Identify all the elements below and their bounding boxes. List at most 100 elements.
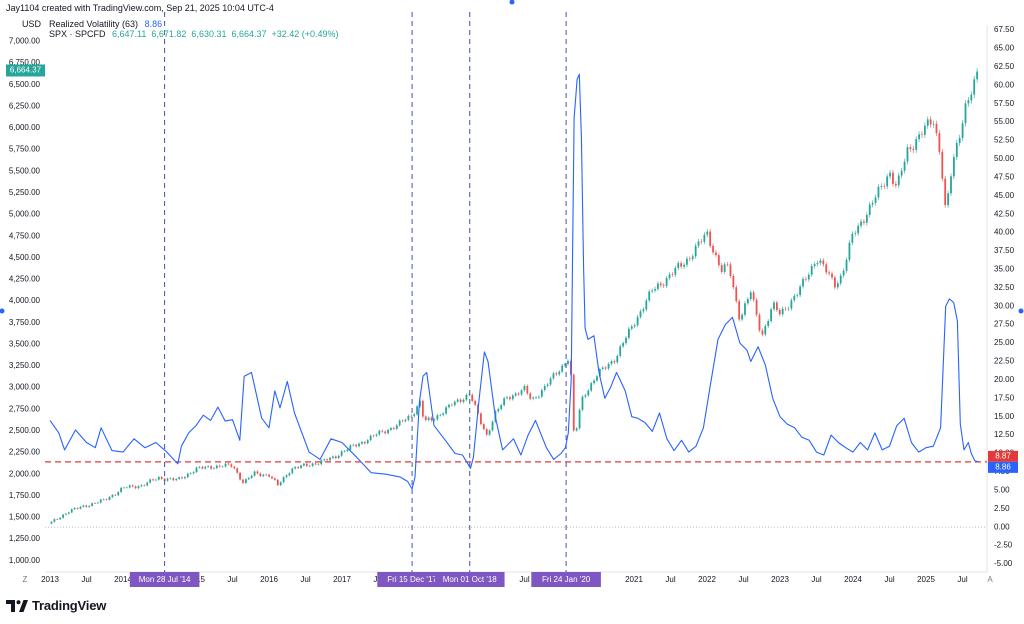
spx-candle (134, 485, 137, 490)
spx-candle (738, 299, 741, 322)
spx-candle (967, 96, 970, 107)
spx-candle (726, 262, 729, 267)
spx-candle (120, 486, 122, 493)
right-axis-tick-label: 30.00 (994, 301, 1015, 310)
spx-candle (610, 359, 613, 366)
spx-candle (587, 389, 590, 397)
spx-candle (546, 382, 549, 388)
spx-candle (279, 481, 282, 487)
spx-candle (729, 262, 732, 279)
spx-candle (630, 324, 633, 331)
spx-candle (929, 116, 932, 128)
spx-candle (332, 455, 334, 459)
right-axis-tick-label: 57.50 (994, 99, 1015, 108)
left-axis-tick-label: 5,250.00 (9, 188, 41, 197)
right-axis-tick-label: 0.00 (994, 522, 1010, 531)
spx-candle (465, 393, 468, 402)
spx-candle (192, 471, 195, 475)
right-axis-tick-label: 27.50 (994, 320, 1015, 329)
time-axis-tick-label: Jul (957, 575, 967, 584)
left-axis-tick-label: 6,750.00 (9, 58, 41, 67)
spx-candle (773, 300, 775, 312)
time-axis-tick-label: Jul (738, 575, 748, 584)
spx-candle (813, 261, 816, 269)
left-axis-tick-label: 3,500.00 (9, 339, 41, 348)
spx-candle (195, 466, 198, 474)
spx-candle (160, 475, 163, 480)
spx-candle (198, 465, 201, 469)
spx-candle (378, 429, 381, 436)
spx-candle (355, 443, 358, 448)
spx-candle (67, 511, 70, 515)
spx-candle (935, 120, 938, 137)
spx-candle (517, 391, 520, 396)
spx-candle (433, 418, 436, 422)
spx-candle (334, 455, 337, 460)
spx-candle (596, 374, 598, 383)
threshold-value-tag (988, 450, 1018, 462)
time-axis-corner-label-left: Z (23, 575, 28, 584)
spx-candle (575, 426, 578, 432)
indicator-legend[interactable]: Realized Volatility (63) 8.86 (49, 19, 162, 29)
spx-candle (880, 183, 883, 190)
top-edge-handle (509, 0, 515, 5)
time-axis-tick-label: 2014 (114, 575, 132, 584)
spx-candle (424, 415, 427, 422)
spx-candle (448, 403, 450, 409)
event-marker-label-bg (434, 572, 505, 587)
threshold-value-text: 8.87 (995, 451, 1011, 460)
symbol-legend[interactable]: SPX · SPCFD 6,647.11 6,671.82 6,630.31 6… (49, 29, 339, 39)
spx-candle (784, 306, 787, 312)
left-axis-tick-label: 1,750.00 (9, 491, 41, 500)
spx-candle (91, 502, 93, 507)
spx-candle (834, 275, 836, 290)
spx-candle (775, 300, 778, 313)
spx-candle (213, 467, 215, 470)
spx-candle (677, 260, 680, 271)
spx-candle (442, 412, 445, 417)
spx-candle (346, 448, 349, 453)
spx-candle (715, 250, 717, 258)
spx-candle (300, 464, 302, 469)
price-last-value-tag (6, 64, 45, 77)
spx-candle (767, 319, 770, 328)
spx-candle (564, 362, 566, 368)
right-axis-tick-label: 25.00 (994, 338, 1015, 347)
spx-candle (85, 504, 88, 508)
spx-candle (497, 407, 500, 413)
tradingview-logo[interactable]: TradingView (6, 598, 106, 613)
spx-candle (639, 309, 642, 320)
spx-candle (186, 472, 189, 479)
right-axis-tick-label: 37.50 (994, 246, 1015, 255)
spx-candle (96, 501, 99, 505)
spx-candle (323, 458, 326, 462)
spx-candle (822, 258, 825, 267)
spx-candle (114, 494, 117, 496)
spx-candle (627, 326, 630, 340)
spx-candle (871, 200, 874, 208)
spx-candle (215, 464, 218, 470)
spx-candle (741, 312, 743, 322)
spx-candle (456, 398, 459, 404)
spx-candle (88, 505, 91, 508)
spx-candle (155, 478, 157, 482)
right-axis-tick-label: 65.00 (994, 44, 1015, 53)
spx-candle (581, 395, 584, 412)
spx-candle (99, 498, 102, 504)
spx-candle (210, 465, 212, 470)
spx-candle (854, 230, 857, 237)
indicator-value: 8.86 (144, 19, 163, 29)
spx-candle (259, 472, 262, 478)
spx-candle (915, 136, 918, 153)
time-axis-tick-label: 2022 (698, 575, 716, 584)
spx-candle (787, 306, 790, 312)
spx-candle (970, 91, 973, 104)
spx-candle (166, 477, 169, 482)
right-edge-handle (1018, 308, 1024, 314)
right-axis-tick-label: 17.50 (994, 393, 1015, 402)
spx-candle (723, 262, 726, 275)
spx-candle (802, 276, 804, 289)
spx-candle (952, 154, 955, 180)
